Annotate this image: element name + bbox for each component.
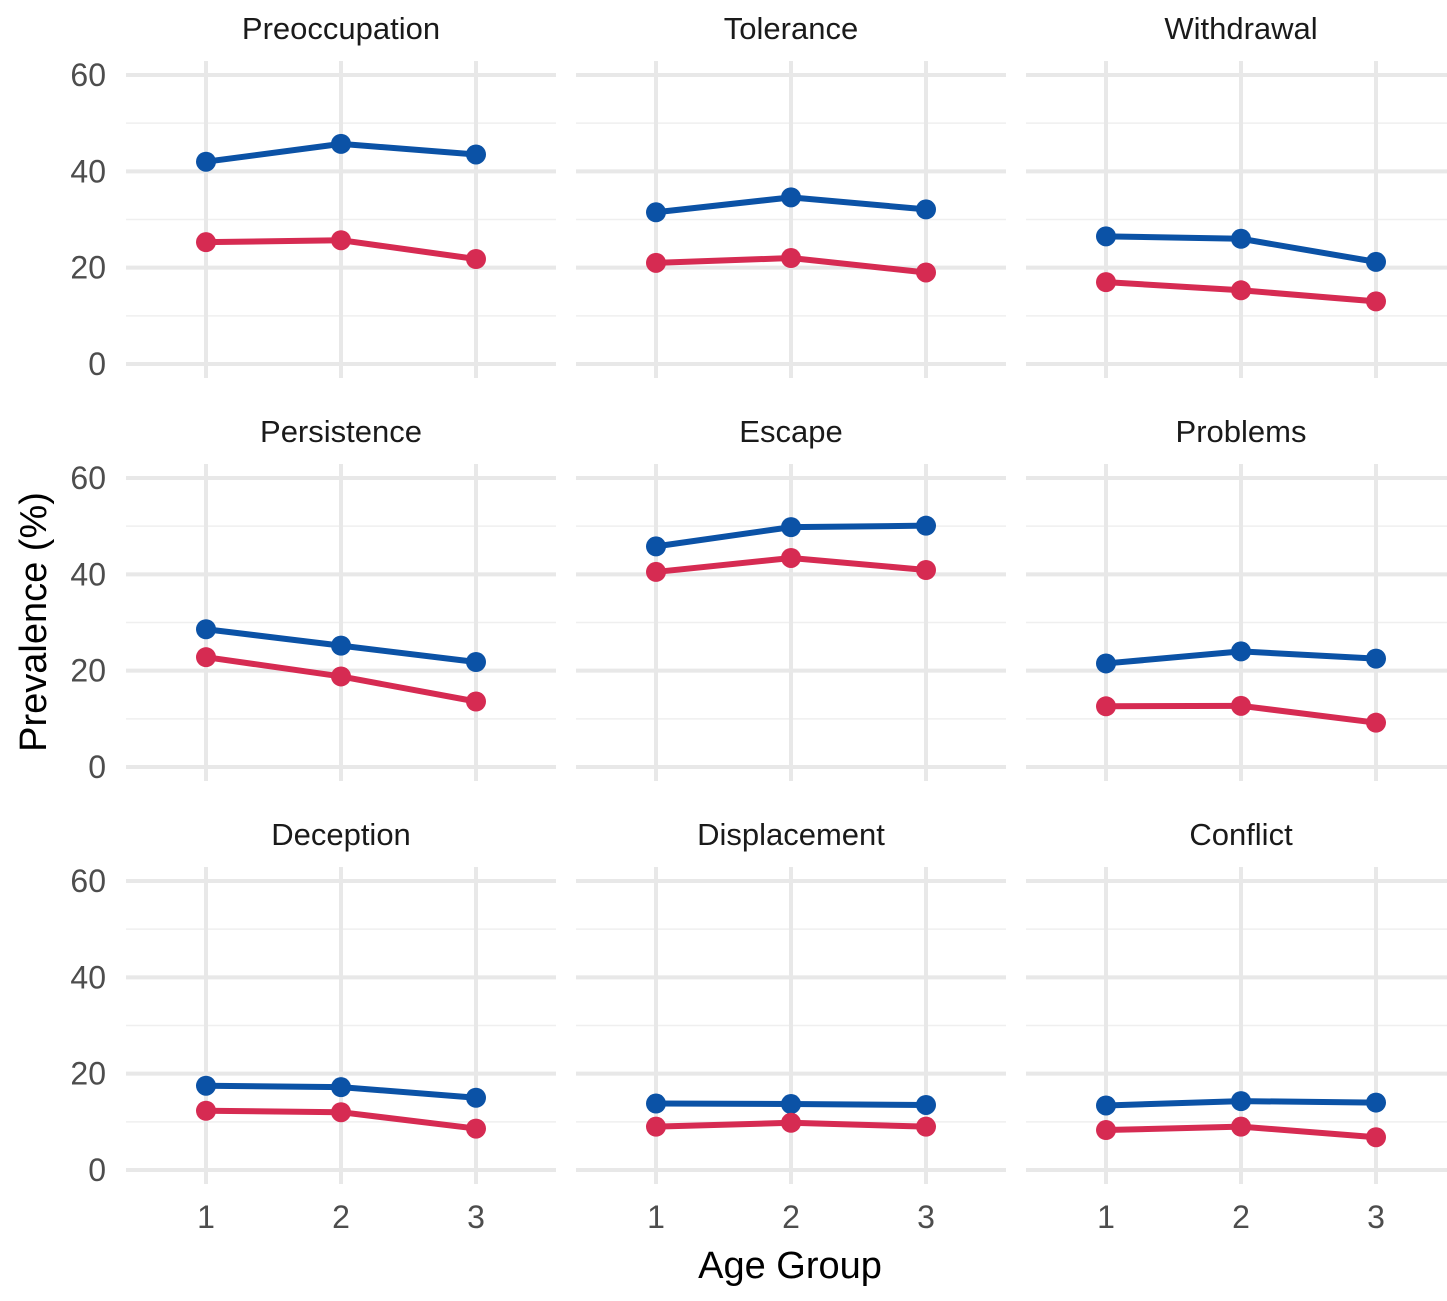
data-point <box>1231 1091 1251 1112</box>
x-tick-label: 1 <box>197 1199 215 1235</box>
data-point <box>331 635 351 656</box>
data-point <box>196 1075 216 1096</box>
panel-title: Withdrawal <box>1164 11 1317 46</box>
y-tick-label: 0 <box>88 749 106 785</box>
x-tick-label: 3 <box>917 1199 935 1235</box>
data-point <box>646 536 666 557</box>
x-tick-label: 1 <box>1097 1199 1115 1235</box>
data-point <box>331 666 351 687</box>
x-tick-label: 3 <box>467 1199 485 1235</box>
x-tick-label: 3 <box>1367 1199 1385 1235</box>
data-point <box>1231 228 1251 249</box>
panel-title: Problems <box>1176 414 1307 449</box>
data-point <box>646 252 666 273</box>
data-point <box>331 1077 351 1098</box>
panel-title: Preoccupation <box>242 11 440 46</box>
panel-title: Conflict <box>1189 817 1293 852</box>
x-axis-title: Age Group <box>698 1245 882 1287</box>
panel-title: Persistence <box>260 414 422 449</box>
data-point <box>781 1112 801 1133</box>
data-point <box>196 647 216 668</box>
data-point <box>1096 653 1116 674</box>
panel-preoccupation: Preoccupation 0 20 40 60 <box>70 11 556 382</box>
y-tick-label: 40 <box>70 556 106 592</box>
data-point <box>466 1118 486 1139</box>
data-point <box>916 262 936 283</box>
panel-conflict: Conflict 1 2 3 <box>1026 817 1447 1235</box>
panel-title: Deception <box>271 817 411 852</box>
data-point <box>1096 1120 1116 1141</box>
data-point <box>466 651 486 672</box>
data-point <box>916 199 936 220</box>
data-point <box>781 187 801 208</box>
data-point <box>466 691 486 712</box>
panel-deception: Deception 0 20 40 60 1 2 3 <box>70 817 556 1235</box>
panel-escape: Escape <box>576 414 1006 781</box>
data-point <box>1231 280 1251 301</box>
data-point <box>331 230 351 251</box>
data-point <box>196 151 216 172</box>
data-point <box>331 133 351 154</box>
panel-persistence: Persistence 0 20 40 60 <box>70 414 556 785</box>
data-point <box>646 1093 666 1114</box>
data-point <box>781 1094 801 1115</box>
y-axis-title: Prevalence (%) <box>13 492 55 752</box>
panel-withdrawal: Withdrawal <box>1026 11 1447 378</box>
data-point <box>466 1087 486 1108</box>
panel-title: Tolerance <box>724 11 858 46</box>
panel-displacement: Displacement 1 2 3 <box>576 817 1006 1235</box>
x-tick-label: 1 <box>647 1199 665 1235</box>
data-point <box>1231 695 1251 716</box>
data-point <box>916 515 936 536</box>
x-tick-label: 2 <box>332 1199 350 1235</box>
data-point <box>466 248 486 269</box>
y-tick-label: 20 <box>70 1056 106 1092</box>
data-point <box>1366 291 1386 312</box>
data-point <box>1096 1095 1116 1116</box>
data-point <box>916 1116 936 1137</box>
panel-title: Displacement <box>697 817 885 852</box>
y-tick-label: 0 <box>88 346 106 382</box>
x-tick-label: 2 <box>782 1199 800 1235</box>
data-point <box>196 619 216 640</box>
data-point <box>1231 641 1251 662</box>
data-point <box>646 1116 666 1137</box>
y-tick-label: 60 <box>70 460 106 496</box>
data-point <box>916 1094 936 1115</box>
data-point <box>1366 712 1386 733</box>
data-point <box>1366 648 1386 669</box>
y-tick-label: 20 <box>70 250 106 286</box>
panel-tolerance: Tolerance <box>576 11 1006 378</box>
x-tick-label: 2 <box>1232 1199 1250 1235</box>
data-point <box>1096 226 1116 247</box>
panel-title: Escape <box>739 414 842 449</box>
data-point <box>1096 272 1116 293</box>
data-point <box>196 232 216 253</box>
y-tick-label: 40 <box>70 959 106 995</box>
data-point <box>646 561 666 582</box>
data-point <box>916 559 936 580</box>
data-point <box>781 248 801 269</box>
data-point <box>1231 1116 1251 1137</box>
data-point <box>646 202 666 223</box>
y-tick-label: 20 <box>70 653 106 689</box>
data-point <box>781 547 801 568</box>
y-tick-label: 60 <box>70 863 106 899</box>
data-point <box>781 517 801 538</box>
data-point <box>1366 1127 1386 1148</box>
data-point <box>1366 1092 1386 1113</box>
y-tick-label: 60 <box>70 57 106 93</box>
panel-problems: Problems <box>1026 414 1447 781</box>
data-point <box>1096 696 1116 717</box>
data-point <box>196 1100 216 1121</box>
y-tick-label: 40 <box>70 153 106 189</box>
data-point <box>1366 251 1386 272</box>
data-point <box>466 144 486 165</box>
y-tick-label: 0 <box>88 1152 106 1188</box>
data-point <box>331 1102 351 1123</box>
